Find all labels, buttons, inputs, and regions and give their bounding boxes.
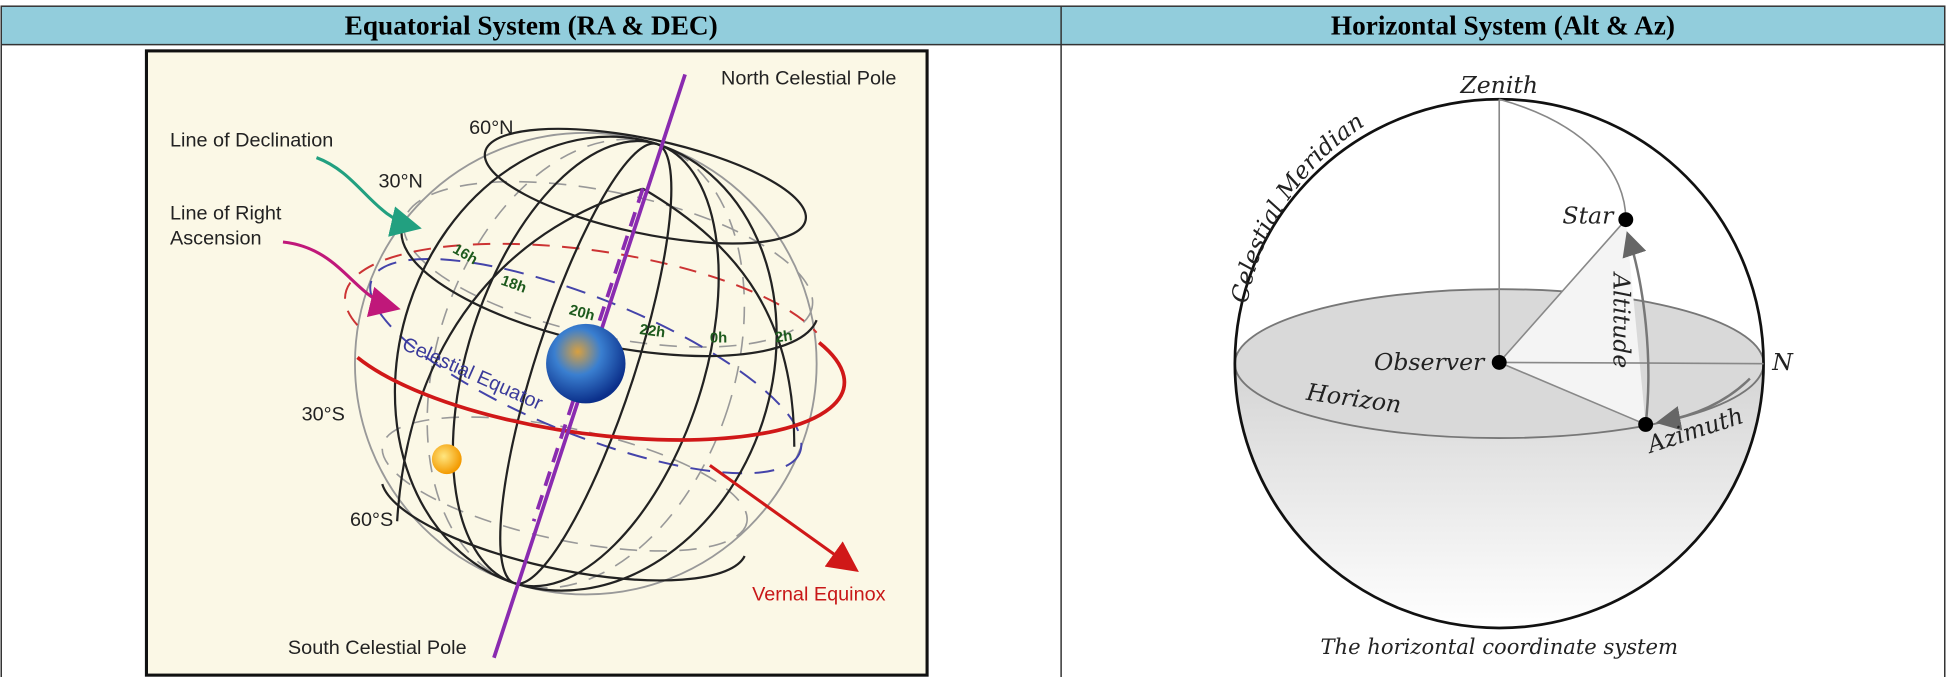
label: 60°N	[469, 117, 513, 139]
earth	[546, 323, 626, 404]
label: South Celestial Pole	[288, 637, 467, 659]
declination-arrow	[315, 156, 422, 237]
label: 30°S	[302, 404, 345, 426]
label: North Celestial Pole	[721, 67, 896, 89]
label: Line of Right	[170, 203, 282, 225]
star-point	[1618, 212, 1634, 228]
label: Observer	[1374, 348, 1486, 376]
lower-hemisphere	[1234, 363, 1764, 628]
ra-arrow	[282, 240, 401, 317]
meridian-label: Celestial Meridian	[1226, 107, 1369, 305]
ra-label: 0h	[710, 331, 727, 347]
equator-front	[356, 341, 847, 442]
altitude-arrow	[1622, 231, 1650, 425]
label: 30°N	[379, 170, 423, 192]
ra-label: 22h	[639, 322, 667, 341]
label: Altitude	[1607, 271, 1635, 368]
label: Zenith	[1459, 71, 1538, 99]
label: Star	[1562, 201, 1615, 229]
azimuth-arrow	[1655, 377, 1751, 431]
label: N	[1771, 348, 1794, 376]
table-border	[0, 5, 1946, 677]
label: 60°S	[350, 509, 393, 531]
label: Vernal Equinox	[752, 584, 886, 606]
header: Equatorial System (RA & DEC)	[345, 11, 718, 41]
equatorial-diagram: North Celestial Pole Line of Declination…	[144, 49, 929, 677]
sphere	[354, 131, 818, 596]
caption: The horizontal coordinate system	[1320, 634, 1678, 659]
ra-label: 20h	[567, 302, 596, 324]
label: Ascension	[170, 227, 262, 249]
header-row	[1, 6, 1945, 45]
label: Line of Declination	[170, 129, 333, 151]
ra-label: 2h	[774, 328, 793, 346]
label: Celestial Meridian	[1226, 107, 1369, 305]
guide-lines	[1498, 98, 1764, 426]
horizontal-diagram: Zenith Celestial Meridian Star Altitude …	[1226, 71, 1795, 659]
image-frame	[144, 49, 929, 677]
vernal-arrow	[708, 464, 859, 573]
azimuth-point	[1638, 416, 1654, 432]
header: Horizontal System (Alt & Az)	[1331, 11, 1675, 41]
sun	[431, 444, 462, 475]
observer-point	[1491, 354, 1507, 370]
altitude-wedge	[1499, 219, 1646, 425]
